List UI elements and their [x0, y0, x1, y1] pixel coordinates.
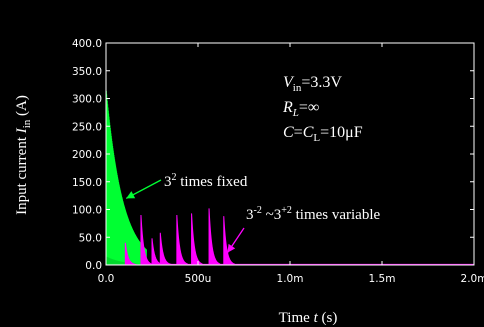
param-rl: RL=∞ [282, 99, 319, 119]
arrow-variable-head [227, 243, 236, 253]
series-variable-spike [159, 232, 172, 266]
annotation-fixed-arrow [125, 179, 162, 199]
arrow-fixed-head [126, 191, 136, 199]
annotation-fixed-label: 32 times fixed [164, 172, 248, 190]
y-tick-label: 50.0 [79, 232, 102, 244]
y-tick-label: 150.0 [72, 177, 102, 189]
annotation-variable-label: 3-2 ~3+2 times variable [246, 205, 381, 223]
param-c: C=CL=10μF [283, 124, 363, 144]
x-tick-label: 0.0 [98, 273, 115, 285]
y-axis-title: Input current Iin (A) [14, 95, 33, 215]
y-axis-ticks: 0.0 50.0 100.0 150.0 200.0 250.0 300.0 350.0 400… [72, 38, 474, 272]
x-tick-label: 1.5m [369, 273, 396, 285]
y-tick-label: 400.0 [72, 38, 102, 50]
series-variable-spike [124, 242, 137, 266]
x-axis-title: Time t (s) [279, 310, 338, 326]
y-tick-label: 200.0 [72, 149, 102, 161]
y-tick-label: 350.0 [72, 66, 102, 78]
y-tick-label: 0.0 [85, 260, 102, 272]
series-variable-spike [176, 215, 189, 266]
x-tick-label: 1.0m [277, 273, 304, 285]
series-layer [105, 87, 474, 266]
y-tick-label: 300.0 [72, 94, 102, 106]
param-vin: Vin=3.3V [283, 74, 342, 94]
y-tick-label: 250.0 [72, 121, 102, 133]
series-variable-spike [140, 215, 153, 266]
x-tick-label: 500u [185, 273, 212, 285]
annotation-variable-arrow [226, 227, 245, 254]
x-axis-ticks: 0.0 500u 1.0m 1.5m 2.0m [98, 43, 484, 285]
series-variable-spike [191, 213, 203, 266]
series-variable-spike [223, 216, 235, 266]
x-tick-label: 2.0m [461, 273, 484, 285]
series-fixed-envelope [106, 87, 147, 266]
y-tick-label: 100.0 [72, 205, 102, 217]
series-variable-spike [208, 208, 221, 266]
